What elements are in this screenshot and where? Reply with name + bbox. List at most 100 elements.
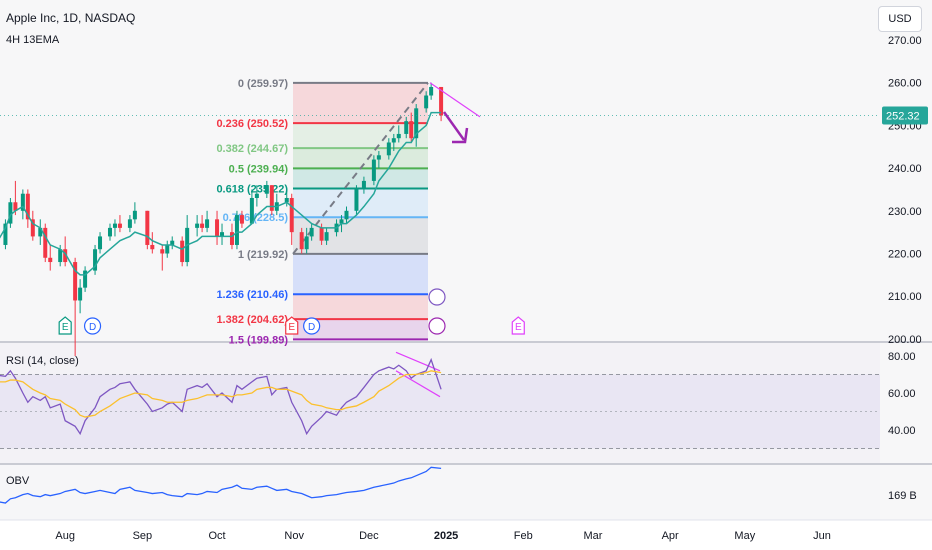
candle-body	[239, 215, 244, 224]
event-marker-letter: D	[308, 322, 315, 333]
candle-body	[165, 244, 170, 254]
candle-body	[249, 197, 254, 224]
candle-body	[145, 210, 150, 245]
candle-body	[43, 227, 48, 258]
candle-body	[234, 215, 239, 245]
time-label: Aug	[55, 530, 75, 542]
candle-body	[98, 236, 103, 250]
candle-body	[264, 185, 269, 194]
dividend-marker	[83, 317, 102, 335]
candle-body	[127, 219, 132, 228]
last-price-badge	[882, 106, 928, 125]
down-arrow-head	[452, 127, 469, 144]
candle-body	[361, 180, 366, 190]
rsi-trend-lower	[395, 370, 441, 398]
candle-body	[414, 108, 419, 139]
time-label: 2025	[434, 530, 458, 542]
candle-body	[13, 202, 18, 211]
fib-zone	[293, 319, 428, 340]
price-axis-bg	[880, 0, 932, 520]
candle-body	[404, 121, 409, 134]
candle-body	[309, 227, 314, 237]
down-arrow-shaft	[442, 111, 466, 141]
time-label: Sep	[133, 530, 153, 542]
candle-body	[319, 227, 324, 241]
lightning-icon	[428, 317, 446, 335]
candle-body	[376, 155, 381, 160]
candle-body	[117, 223, 122, 228]
time-label: Jun	[813, 530, 831, 542]
event-marker-letter: E	[515, 322, 522, 333]
candle-body	[195, 223, 200, 228]
candle-body	[339, 219, 344, 224]
trend-drawings[interactable]	[395, 82, 481, 398]
rsi-tick-label: 80.00	[888, 351, 916, 363]
price-pane[interactable]	[0, 0, 880, 341]
indicator-label[interactable]: 4H 13EMA	[6, 34, 60, 46]
last-price-label: 252.32	[886, 110, 920, 122]
price-tick-label: 200.00	[888, 334, 922, 346]
price-axis[interactable]: 270.00260.00250.00240.00230.00220.00210.…	[0, 35, 928, 502]
fib-zone	[293, 253, 428, 295]
candle-body	[304, 236, 309, 250]
price-tick-label: 220.00	[888, 249, 922, 261]
dividend-marker	[303, 317, 321, 335]
fib-zone	[293, 188, 428, 218]
time-label: May	[734, 530, 755, 542]
candle-body	[150, 244, 155, 250]
candle-body	[439, 86, 444, 116]
fib-retracement[interactable]: 0 (259.97) 0.236 (250.52) 0.382 (244.67) 0.…	[216, 78, 429, 347]
earnings-marker	[511, 316, 525, 335]
candle-body	[289, 197, 294, 233]
candle-body	[132, 210, 137, 220]
candle-body	[299, 232, 304, 250]
candle-body	[391, 138, 396, 143]
fib-level-label: 1.5 (199.89)	[229, 334, 289, 346]
candle-body	[429, 86, 434, 96]
candle-body	[170, 240, 175, 245]
obv-pane[interactable]	[0, 465, 880, 520]
candle-body	[396, 133, 401, 139]
currency-button[interactable]: USD	[878, 6, 922, 32]
fib-zone	[293, 217, 428, 254]
candle-body	[20, 193, 25, 211]
rsi-trend-upper	[395, 351, 441, 372]
candle-body	[220, 232, 225, 237]
fib-zone	[293, 82, 428, 124]
candle-body	[180, 240, 185, 263]
fib-zone	[293, 148, 428, 169]
candle-body	[58, 249, 63, 263]
candle-body	[83, 270, 88, 288]
candle-body	[3, 223, 8, 245]
fib-level-label: 1 (219.92)	[238, 249, 288, 261]
candle-body	[8, 202, 13, 224]
obv-pane-title[interactable]: OBV	[6, 475, 30, 487]
rsi-pane-title[interactable]: RSI (14, close)	[6, 355, 79, 367]
earnings-marker	[285, 316, 299, 335]
price-tick-label: 240.00	[888, 163, 922, 175]
time-label: Oct	[208, 530, 225, 542]
rsi-line	[0, 357, 442, 436]
candle-body	[48, 257, 53, 263]
candle-body	[25, 193, 30, 220]
fib-level-label: 0.236 (250.52)	[216, 118, 288, 130]
candle-body	[30, 219, 35, 237]
candle-body	[160, 249, 165, 254]
candle-body	[200, 223, 205, 228]
candle-body	[78, 287, 83, 301]
rsi-lines	[0, 357, 442, 436]
candle-body	[424, 95, 429, 109]
obv-line	[0, 466, 442, 504]
candle-body	[269, 185, 274, 211]
candle-body	[38, 227, 43, 237]
price-tick-label: 230.00	[888, 206, 922, 218]
resistance-trend-line	[429, 82, 481, 118]
ema-line	[0, 111, 442, 276]
fib-level-label: 0.5 (239.94)	[229, 163, 289, 175]
event-marker-letter: E	[288, 322, 295, 333]
candle-body	[254, 193, 259, 198]
candle-body	[215, 219, 220, 237]
time-axis[interactable]: Aug Sep Oct Nov Dec 2025 Feb Mar Apr May Jun	[55, 530, 830, 542]
